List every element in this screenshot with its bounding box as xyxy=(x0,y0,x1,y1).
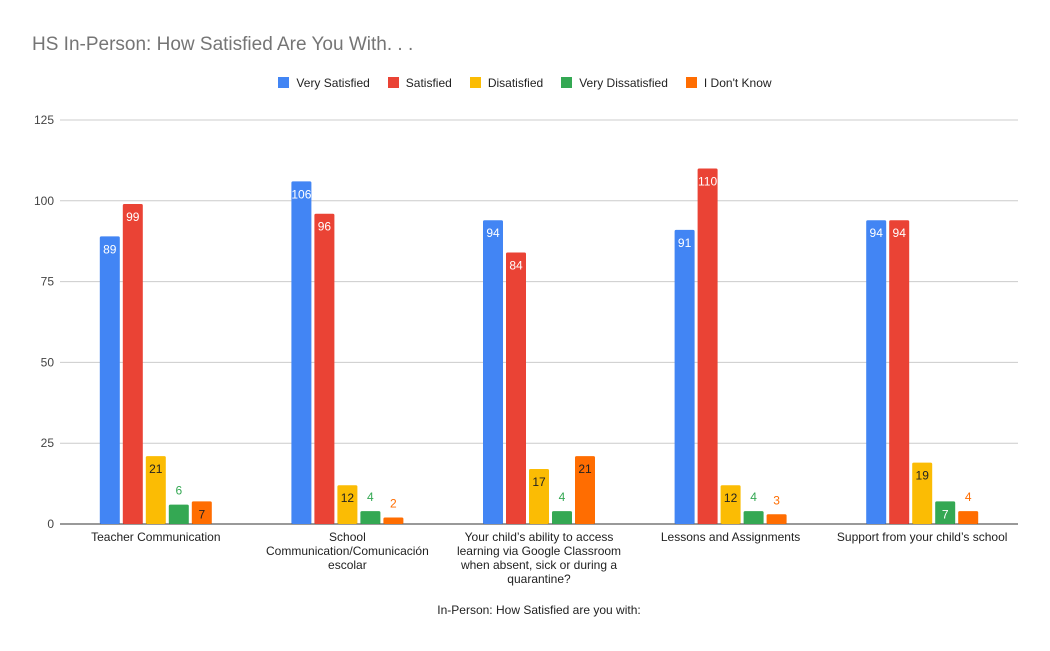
bar xyxy=(866,220,887,524)
bar xyxy=(935,501,956,524)
bar xyxy=(766,514,787,524)
bar xyxy=(912,462,933,524)
legend-item: I Don't Know xyxy=(685,76,772,90)
data-label: 4 xyxy=(559,490,566,504)
data-label: 84 xyxy=(509,259,523,273)
y-tick-label: 125 xyxy=(34,113,54,127)
legend-item: Disatisfied xyxy=(469,76,544,90)
bar xyxy=(291,181,312,524)
x-tick-label: Your child’s ability to access xyxy=(465,530,614,544)
data-label: 21 xyxy=(149,462,163,476)
bar xyxy=(483,220,503,524)
x-tick-label: escolar xyxy=(328,558,367,572)
bar xyxy=(743,511,764,524)
data-label: 19 xyxy=(916,469,930,483)
y-tick-label: 50 xyxy=(41,355,55,369)
data-label: 21 xyxy=(578,462,592,476)
bar xyxy=(674,229,695,524)
x-tick-label: Lessons and Assignments xyxy=(661,530,800,544)
x-tick-label: learning via Google Classroom xyxy=(457,544,621,558)
legend-swatch xyxy=(278,77,290,88)
data-label: 94 xyxy=(870,226,884,240)
data-label: 91 xyxy=(678,236,692,250)
legend-item: Very Satisfied xyxy=(278,76,370,90)
data-label: 110 xyxy=(698,174,717,188)
bar xyxy=(168,504,189,524)
bar xyxy=(337,485,358,524)
legend-item: Very Dissatisfied xyxy=(561,76,668,90)
x-tick-label: Communication/Comunicación xyxy=(266,544,429,558)
y-tick-label: 100 xyxy=(34,194,54,208)
data-label: 3 xyxy=(773,493,780,507)
bar xyxy=(314,213,335,524)
legend-swatch xyxy=(469,77,481,88)
data-label: 12 xyxy=(724,491,738,505)
y-tick-label: 75 xyxy=(41,275,55,289)
bar xyxy=(529,469,549,524)
bar xyxy=(191,501,212,524)
data-label: 89 xyxy=(103,242,117,256)
bar xyxy=(552,511,572,524)
legend-label: Very Dissatisfied xyxy=(579,76,668,90)
legend-label: I Don't Know xyxy=(703,76,772,90)
bar xyxy=(506,252,526,524)
data-label: 96 xyxy=(318,220,332,234)
chart-title: HS In-Person: How Satisfied Are You With… xyxy=(32,34,414,55)
legend: Very Satisfied Satisfied Disatisfied Very D… xyxy=(0,76,1050,90)
bar xyxy=(575,456,595,524)
legend-item: Satisfied xyxy=(387,76,452,90)
y-tick-label: 25 xyxy=(41,436,55,450)
bar xyxy=(145,456,166,524)
data-label: 94 xyxy=(486,226,500,240)
bar xyxy=(958,511,979,524)
legend-swatch xyxy=(387,77,399,88)
bar xyxy=(122,204,143,525)
data-label: 7 xyxy=(198,507,205,521)
bar xyxy=(383,517,404,524)
data-label: 7 xyxy=(942,507,949,521)
y-tick-label: 0 xyxy=(47,517,54,531)
x-tick-label: quarantine? xyxy=(507,572,571,586)
data-label: 4 xyxy=(965,490,972,504)
x-tick-label: Teacher Communication xyxy=(91,530,220,544)
bar xyxy=(889,220,910,524)
legend-label: Disatisfied xyxy=(487,76,544,90)
data-label: 106 xyxy=(291,187,311,201)
data-label: 6 xyxy=(175,484,182,498)
bar xyxy=(720,485,741,524)
bar xyxy=(99,236,120,525)
data-label: 2 xyxy=(390,497,397,511)
data-label: 12 xyxy=(341,491,355,505)
x-tick-label: Support from your child’s school xyxy=(837,530,1008,544)
legend-swatch xyxy=(685,77,697,88)
bar xyxy=(697,168,718,525)
legend-label: Satisfied xyxy=(405,76,452,90)
legend-label: Very Satisfied xyxy=(296,76,370,90)
bar xyxy=(360,511,381,524)
data-label: 99 xyxy=(126,210,140,224)
x-tick-label: School xyxy=(329,530,366,544)
x-tick-label: when absent, sick or during a xyxy=(460,558,617,572)
data-label: 4 xyxy=(750,490,757,504)
legend-swatch xyxy=(561,77,573,88)
data-label: 17 xyxy=(532,475,546,489)
data-label: 94 xyxy=(893,226,907,240)
x-axis-title: In-Person: How Satisfied are you with: xyxy=(437,603,640,617)
data-label: 4 xyxy=(367,490,374,504)
